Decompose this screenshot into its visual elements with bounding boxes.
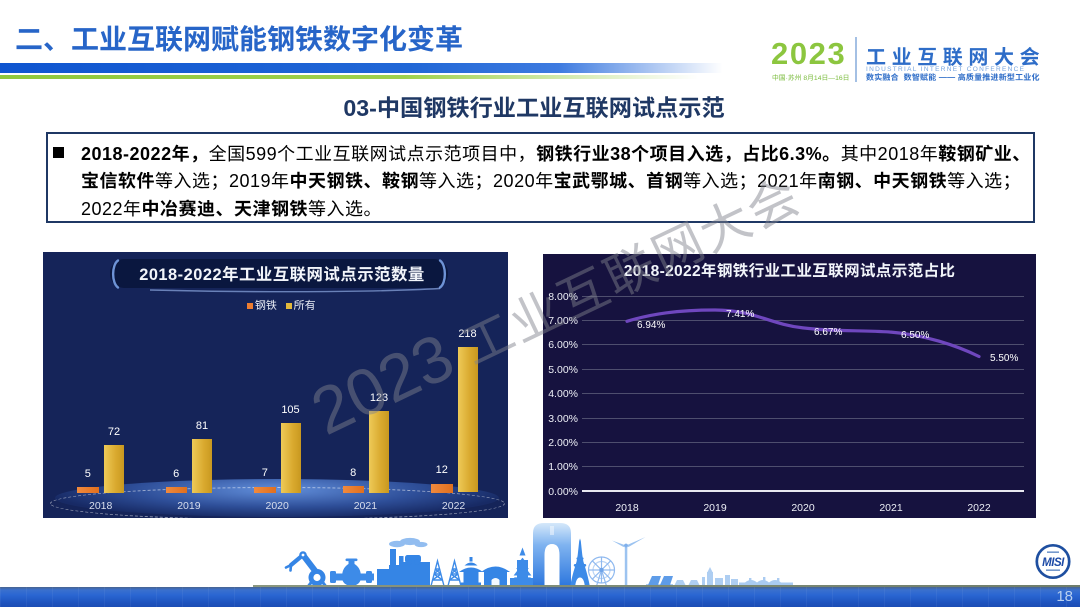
- svg-text:2023 工业互联网大会: 2023 工业互联网大会: [300, 153, 811, 448]
- svg-text:MISI: MISI: [1042, 557, 1065, 569]
